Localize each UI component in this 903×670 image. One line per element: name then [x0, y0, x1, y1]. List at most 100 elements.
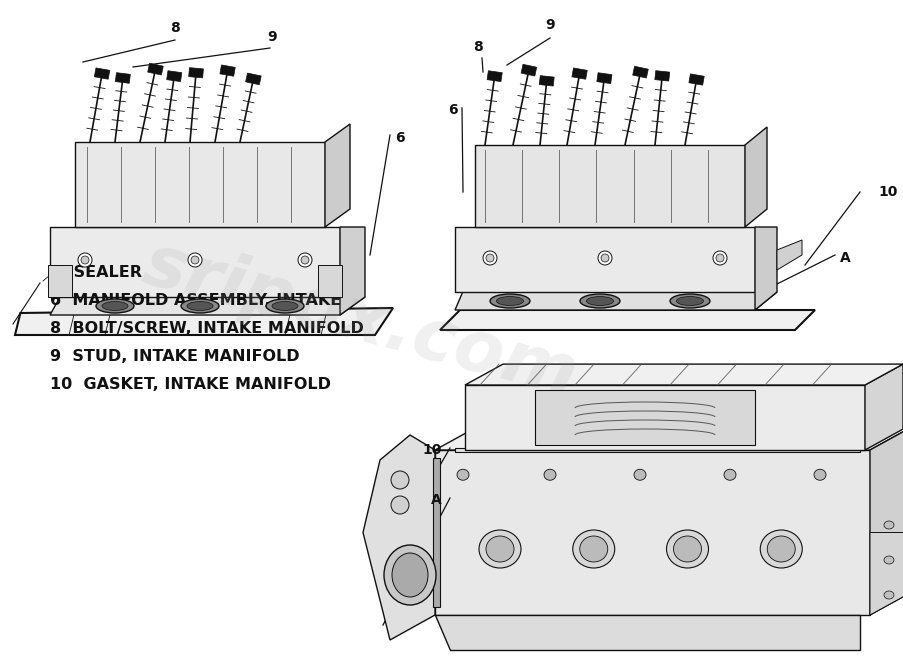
Ellipse shape [301, 256, 309, 264]
Ellipse shape [188, 253, 201, 267]
Polygon shape [75, 142, 325, 227]
Polygon shape [688, 74, 703, 85]
Polygon shape [864, 364, 902, 450]
Ellipse shape [573, 530, 614, 568]
Ellipse shape [391, 471, 408, 489]
Ellipse shape [712, 251, 726, 265]
Ellipse shape [489, 294, 529, 308]
Polygon shape [535, 390, 754, 445]
Polygon shape [654, 70, 669, 81]
Ellipse shape [96, 299, 134, 313]
Ellipse shape [883, 521, 893, 529]
Ellipse shape [580, 294, 619, 308]
Ellipse shape [600, 254, 609, 262]
Ellipse shape [723, 469, 735, 480]
Polygon shape [869, 429, 903, 615]
Ellipse shape [673, 536, 701, 562]
Text: 6  MANIFOLD ASSEMBLY, INTAKE: 6 MANIFOLD ASSEMBLY, INTAKE [50, 293, 340, 308]
Ellipse shape [883, 556, 893, 564]
Ellipse shape [486, 536, 514, 562]
Ellipse shape [298, 253, 312, 267]
Ellipse shape [715, 254, 723, 262]
Text: 8: 8 [472, 40, 482, 54]
Ellipse shape [181, 299, 219, 313]
Text: A  SEALER: A SEALER [50, 265, 142, 280]
Polygon shape [434, 615, 859, 650]
Ellipse shape [598, 251, 611, 265]
Ellipse shape [187, 302, 213, 310]
Text: 8  BOLT/SCREW, INTAKE MANIFOLD: 8 BOLT/SCREW, INTAKE MANIFOLD [50, 321, 364, 336]
Ellipse shape [482, 251, 497, 265]
Polygon shape [94, 68, 109, 79]
Polygon shape [434, 429, 903, 450]
Polygon shape [464, 385, 864, 450]
Polygon shape [572, 68, 587, 79]
Ellipse shape [813, 469, 825, 480]
Ellipse shape [759, 530, 801, 568]
Polygon shape [147, 63, 163, 75]
Ellipse shape [586, 297, 613, 306]
Text: 9  STUD, INTAKE MANIFOLD: 9 STUD, INTAKE MANIFOLD [50, 349, 299, 364]
Ellipse shape [392, 553, 427, 597]
Polygon shape [454, 292, 777, 310]
Polygon shape [454, 227, 754, 292]
Text: 9: 9 [267, 30, 276, 44]
Polygon shape [539, 76, 554, 86]
Ellipse shape [486, 254, 493, 262]
Ellipse shape [496, 297, 523, 306]
Polygon shape [433, 458, 440, 607]
Polygon shape [464, 364, 902, 385]
Text: sripox.com: sripox.com [135, 229, 584, 411]
Ellipse shape [81, 256, 88, 264]
Polygon shape [116, 72, 130, 83]
Ellipse shape [883, 591, 893, 599]
Polygon shape [520, 64, 536, 76]
Polygon shape [487, 71, 502, 82]
Polygon shape [15, 308, 393, 335]
Ellipse shape [767, 536, 795, 562]
Ellipse shape [579, 536, 607, 562]
Polygon shape [474, 145, 744, 227]
Polygon shape [744, 127, 766, 227]
Text: A: A [431, 493, 442, 507]
Text: 9: 9 [545, 18, 554, 32]
Polygon shape [340, 227, 365, 315]
Ellipse shape [265, 299, 303, 313]
Polygon shape [48, 265, 72, 297]
Ellipse shape [669, 294, 709, 308]
Polygon shape [325, 124, 349, 227]
Polygon shape [189, 68, 203, 78]
Ellipse shape [78, 253, 92, 267]
Polygon shape [363, 435, 434, 640]
Polygon shape [454, 448, 859, 452]
Polygon shape [50, 227, 340, 297]
Ellipse shape [384, 545, 435, 605]
Polygon shape [166, 71, 182, 82]
Text: 10: 10 [877, 185, 897, 199]
Text: 10  GASKET, INTAKE MANIFOLD: 10 GASKET, INTAKE MANIFOLD [50, 377, 330, 392]
Ellipse shape [191, 256, 199, 264]
Text: 8: 8 [170, 21, 180, 35]
Polygon shape [50, 297, 365, 315]
Polygon shape [219, 65, 235, 76]
Ellipse shape [391, 496, 408, 514]
Ellipse shape [666, 530, 708, 568]
Ellipse shape [102, 302, 128, 310]
Polygon shape [754, 227, 777, 310]
Text: 6: 6 [395, 131, 405, 145]
Ellipse shape [633, 469, 646, 480]
Text: 10: 10 [423, 443, 442, 457]
Polygon shape [434, 450, 869, 615]
Polygon shape [318, 265, 341, 297]
Polygon shape [440, 310, 815, 330]
Polygon shape [246, 73, 261, 85]
Polygon shape [632, 66, 647, 78]
Polygon shape [777, 240, 801, 270]
Ellipse shape [675, 297, 703, 306]
Ellipse shape [457, 469, 469, 480]
Text: 6: 6 [448, 103, 458, 117]
Polygon shape [869, 533, 903, 615]
Ellipse shape [479, 530, 520, 568]
Text: A: A [839, 251, 850, 265]
Polygon shape [596, 73, 611, 84]
